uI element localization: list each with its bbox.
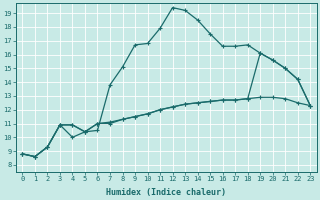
X-axis label: Humidex (Indice chaleur): Humidex (Indice chaleur)	[106, 188, 226, 197]
